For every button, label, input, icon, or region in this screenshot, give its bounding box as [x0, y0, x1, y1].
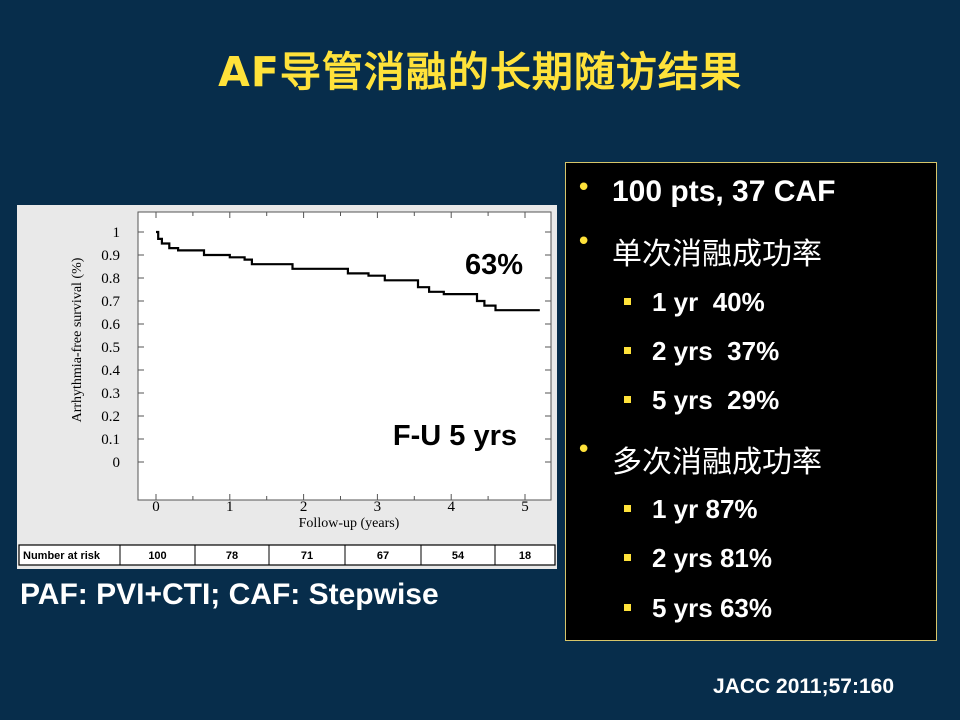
- y-tick-label: 0.5: [101, 340, 120, 356]
- protocol-caption: PAF: PVI+CTI; CAF: Stepwise: [20, 578, 439, 611]
- bullet-text: 1 yr 87%: [652, 494, 758, 524]
- x-tick-label: 0: [152, 499, 160, 515]
- bullet-text: 5 yrs 29%: [652, 385, 780, 415]
- risk-table-cell: 54: [452, 550, 465, 562]
- bullet-text: 2 yrs 81%: [652, 543, 772, 573]
- x-tick-label: 5: [521, 499, 529, 515]
- y-tick-label: 0.6: [101, 317, 120, 333]
- y-tick-label: 0: [113, 455, 121, 471]
- x-axis-title: Follow-up (years): [299, 516, 400, 531]
- plot-area: [137, 211, 552, 501]
- results-box: • 100 pts, 37 CAF • 单次消融成功率 1 yr 40% 2 yrs 37…: [565, 162, 937, 641]
- number-at-risk-table: Number at risk 100 78 71 67 54 18: [18, 544, 556, 566]
- citation: JACC 2011;57:160: [713, 675, 894, 698]
- x-tick-label: 3: [374, 499, 382, 515]
- x-tick-label: 1: [226, 499, 234, 515]
- x-tick-label: 4: [447, 499, 455, 515]
- risk-table-cell: 71: [301, 550, 313, 562]
- y-axis-title: Arrhythmia-free survival (%): [70, 257, 85, 422]
- bullet-dot-icon: •: [576, 227, 592, 257]
- bullet-dot-icon: •: [576, 435, 592, 465]
- y-tick-label: 0.9: [101, 248, 120, 264]
- y-tick-label: 0.4: [101, 363, 120, 379]
- y-tick-label: 0.3: [101, 386, 120, 402]
- risk-table-cell: 18: [519, 550, 531, 562]
- chart-annotation-percent: 63%: [465, 249, 523, 281]
- survival-chart-panel: 0 0.1 0.2 0.3 0.4 0.5 0.6 0.7 0.8 0.9 1 0 1 2 3 4 5 Arrh…: [17, 205, 557, 569]
- y-tick-label: 0.7: [101, 294, 120, 310]
- y-tick-label: 1: [113, 225, 121, 241]
- risk-table-cell: 67: [377, 550, 389, 562]
- bullet-text: 多次消融成功率: [612, 445, 822, 480]
- bullet-square-icon: [624, 347, 631, 354]
- bullet-square-icon: [624, 554, 631, 561]
- bullet-square-icon: [624, 298, 631, 305]
- slide-title: AF导管消融的长期随访结果: [218, 48, 742, 96]
- bullet-text: 1 yr 40%: [652, 287, 765, 317]
- survival-curve: [156, 230, 540, 312]
- bullet-dot-icon: •: [576, 173, 592, 203]
- chart-annotation-followup: F-U 5 yrs: [393, 420, 517, 452]
- bullet-square-icon: [624, 505, 631, 512]
- risk-table-header: Number at risk: [23, 550, 101, 562]
- survival-chart: 0 0.1 0.2 0.3 0.4 0.5 0.6 0.7 0.8 0.9 1 0 1 2 3 4 5 Arrh…: [18, 211, 556, 566]
- bullet-text: 单次消融成功率: [612, 237, 822, 272]
- bullet-text: 2 yrs 37%: [652, 336, 780, 366]
- risk-table-cell: 100: [148, 550, 166, 562]
- bullet-text: 100 pts, 37 CAF: [612, 175, 836, 208]
- bullet-text: 5 yrs 63%: [652, 593, 772, 623]
- bullet-square-icon: [624, 396, 631, 403]
- x-tick-label: 2: [300, 499, 308, 515]
- y-tick-label: 0.1: [101, 432, 120, 448]
- bullet-square-icon: [624, 604, 631, 611]
- y-tick-label: 0.2: [101, 409, 120, 425]
- y-tick-label: 0.8: [101, 271, 120, 287]
- risk-table-cell: 78: [226, 550, 238, 562]
